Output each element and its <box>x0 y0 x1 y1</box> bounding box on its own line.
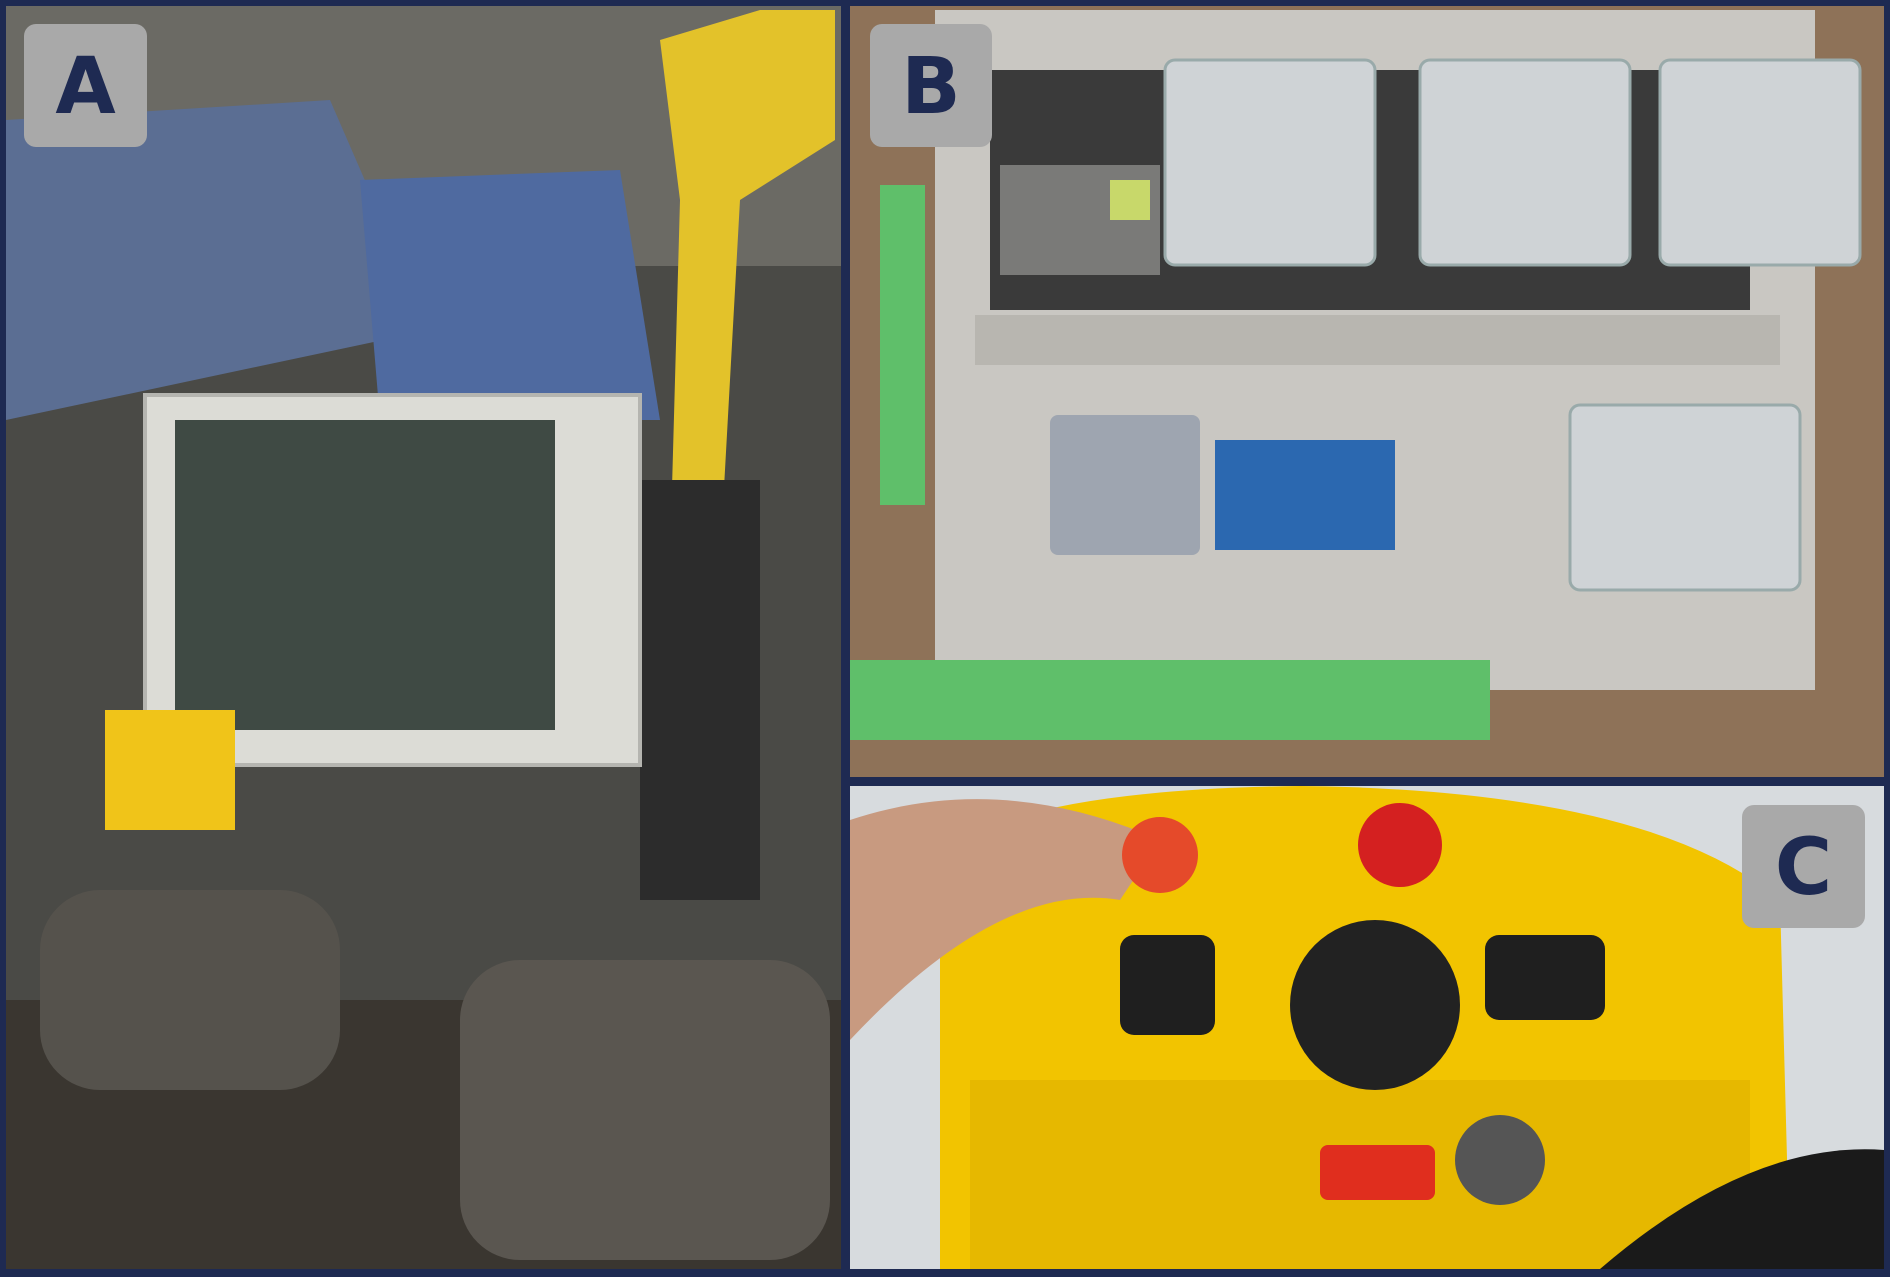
panel-label: A <box>55 42 115 132</box>
excavator-body <box>640 480 760 900</box>
label-box <box>1742 805 1865 928</box>
terminal-strip <box>850 660 1490 740</box>
strap <box>1600 1149 1884 1269</box>
label-box <box>24 24 147 147</box>
truck-hood <box>6 100 430 420</box>
hand <box>850 799 1160 1040</box>
side-terminals <box>880 185 925 505</box>
panel-label: B <box>901 42 960 132</box>
module-2 <box>1418 58 1632 267</box>
panel-c: C <box>850 786 1884 1269</box>
key-tag <box>1122 817 1198 893</box>
emergency-stop <box>1358 803 1442 887</box>
red-switch <box>1320 1145 1435 1200</box>
panel-b: B <box>850 6 1884 777</box>
excavator-arm <box>660 10 835 560</box>
module-3 <box>1658 58 1862 267</box>
plc-display <box>1110 180 1150 220</box>
module-4 <box>1568 403 1802 592</box>
module-1 <box>1163 58 1377 267</box>
right-lever <box>1485 935 1605 1020</box>
panel-a: A <box>6 6 841 1269</box>
cable-duct <box>975 315 1780 365</box>
truck-cab <box>360 170 660 420</box>
speed-dial <box>1455 1115 1545 1205</box>
left-lever <box>1120 935 1215 1035</box>
label-box <box>870 24 992 147</box>
fuse-box <box>1050 415 1200 555</box>
yellow-box <box>105 710 235 830</box>
control-box-interior <box>175 420 555 730</box>
panel-label: C <box>1775 823 1832 913</box>
track-right <box>460 960 830 1260</box>
track-left <box>40 890 340 1090</box>
joystick <box>1290 920 1460 1090</box>
relays <box>1215 440 1395 550</box>
